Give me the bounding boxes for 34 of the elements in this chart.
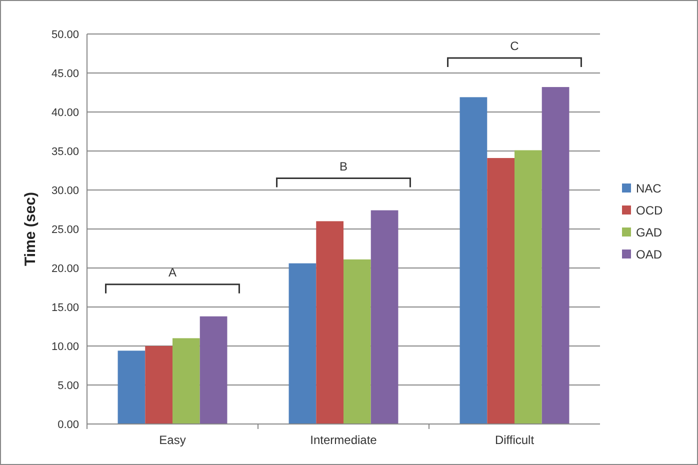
y-tick-label: 5.00 — [58, 380, 79, 392]
bar — [487, 158, 514, 424]
y-tick-label: 30.00 — [51, 184, 79, 197]
y-tick-label: 45.00 — [51, 68, 79, 80]
legend-label: GAD — [636, 226, 662, 240]
annotation: A — [168, 265, 177, 280]
bar — [370, 210, 398, 424]
bar — [344, 259, 371, 424]
annotation: B — [339, 159, 348, 174]
y-tick-label: 35.00 — [51, 146, 79, 158]
legend-label: NAC — [636, 182, 662, 196]
bar — [118, 350, 146, 424]
bar — [172, 338, 200, 424]
bar — [542, 87, 570, 424]
x-tick-label: Intermediate — [310, 433, 378, 447]
x-tick-label: Easy — [159, 433, 186, 447]
bar — [288, 263, 316, 424]
bar — [514, 150, 542, 424]
y-tick-label: 15.00 — [51, 302, 79, 314]
y-tick-label: 10.00 — [51, 340, 79, 353]
y-tick-label: 0.00 — [58, 418, 79, 431]
y-tick-label: 40.00 — [51, 106, 79, 119]
x-tick-label: Difficult — [494, 433, 535, 447]
y-tick-label: 50.00 — [51, 28, 79, 41]
bar — [460, 97, 488, 424]
legend-label: OAD — [636, 248, 662, 262]
y-tick-label: 20.00 — [51, 262, 79, 275]
y-tick-label: 25.00 — [51, 224, 79, 236]
annotation: C — [510, 39, 520, 53]
bar — [316, 221, 344, 424]
bar — [200, 316, 228, 424]
bar — [145, 346, 172, 424]
y-axis-title: Time (sec) — [22, 192, 39, 266]
legend-label: OCD — [636, 204, 663, 218]
